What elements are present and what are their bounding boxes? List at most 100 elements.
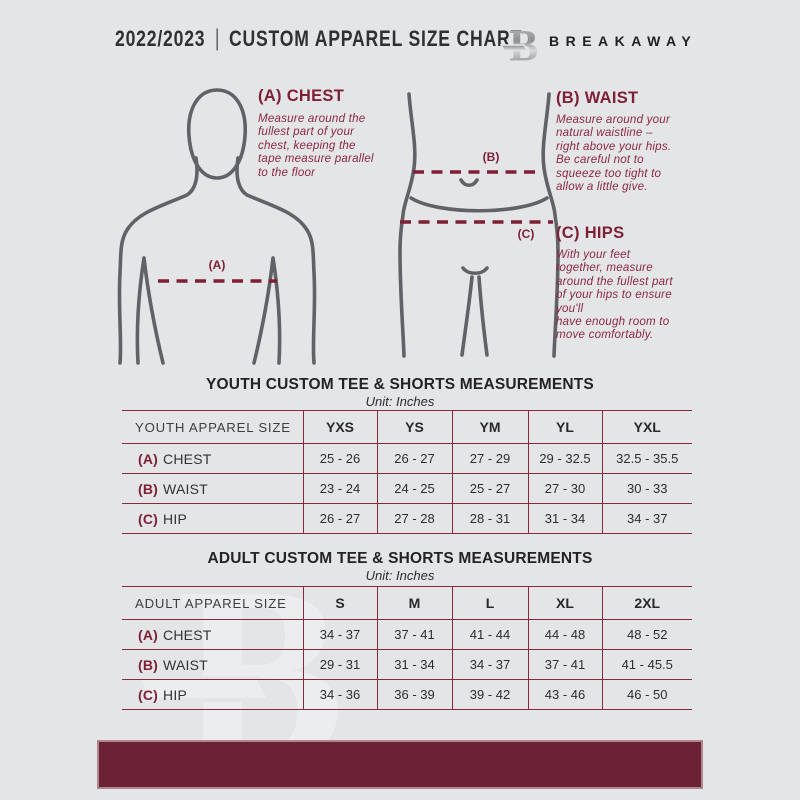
adult-hip-row-label: (C) HIP xyxy=(122,679,303,710)
size-cell: 34 - 37 xyxy=(302,619,377,650)
row-marker: (A) xyxy=(138,450,159,467)
youth-col-yxl: YXL xyxy=(601,410,692,444)
hips-marker-label: (C) xyxy=(517,227,535,241)
size-cell: 26 - 27 xyxy=(376,443,452,474)
size-cell: 34 - 36 xyxy=(302,679,377,710)
figure-head xyxy=(187,88,247,180)
chest-guide-text: Measure around the fullest part of your … xyxy=(258,112,374,179)
figure-left-armpit xyxy=(135,256,165,365)
size-cell: 43 - 46 xyxy=(527,679,602,710)
adult-waist-row-label: (B) WAIST xyxy=(122,649,303,680)
size-cell: 39 - 42 xyxy=(451,679,528,710)
row-label: CHEST xyxy=(163,450,212,467)
waist-guide-text: Measure around your natural waistline – … xyxy=(556,113,672,194)
size-cell: 31 - 34 xyxy=(376,649,452,680)
youth-col-ys: YS xyxy=(376,410,452,444)
size-cell: 34 - 37 xyxy=(451,649,528,680)
row-label: HIP xyxy=(163,686,187,703)
figure-right-armpit xyxy=(252,256,282,365)
row-label: WAIST xyxy=(163,656,208,673)
logo-slash xyxy=(500,44,529,51)
footer-bar xyxy=(97,740,703,789)
header-divider: | xyxy=(215,25,220,52)
figure-waistband xyxy=(409,196,549,213)
size-cell: 34 - 37 xyxy=(601,503,692,534)
row-marker: (C) xyxy=(138,510,159,527)
brand-name: BREAKAWAY xyxy=(549,33,698,49)
row-label: WAIST xyxy=(163,480,208,497)
youth-col-yl: YL xyxy=(527,410,602,444)
size-cell: 32.5 - 35.5 xyxy=(601,443,692,474)
table-row: (B) WAIST 29 - 31 31 - 34 34 - 37 37 - 41… xyxy=(122,649,692,680)
size-cell: 41 - 45.5 xyxy=(601,649,692,680)
youth-size-column-header: YOUTH APPAREL SIZE xyxy=(122,410,303,444)
adult-col-l: L xyxy=(451,586,528,620)
youth-chest-row-label: (A) CHEST xyxy=(122,443,303,474)
adult-col-s: S xyxy=(302,586,377,620)
hips-guide-heading: (C) HIPS xyxy=(556,224,625,242)
size-cell: 46 - 50 xyxy=(601,679,692,710)
size-cell: 29 - 32.5 xyxy=(527,443,602,474)
figure-inner-legs xyxy=(460,275,489,357)
size-cell: 29 - 31 xyxy=(302,649,377,680)
adult-size-table: ADULT APPAREL SIZE S M L XL 2XL (A) CHEST… xyxy=(122,586,692,710)
size-cell: 37 - 41 xyxy=(527,649,602,680)
table-row: (C) HIP 26 - 27 27 - 28 28 - 31 31 - 34 3… xyxy=(122,503,692,534)
chest-figure-illustration xyxy=(117,88,317,365)
figure-right-side xyxy=(541,92,560,358)
figure-right-shoulder-arm xyxy=(235,156,317,365)
adult-header-row: ADULT APPAREL SIZE S M L XL 2XL xyxy=(122,586,692,620)
table-row: (C) HIP 34 - 36 36 - 39 39 - 42 43 - 46 4… xyxy=(122,679,692,710)
size-cell: 23 - 24 xyxy=(302,473,377,504)
youth-col-ym: YM xyxy=(451,410,528,444)
row-label: CHEST xyxy=(163,626,212,643)
size-cell: 30 - 33 xyxy=(601,473,692,504)
hips-guide-text: With your feet together, measure around … xyxy=(556,248,673,342)
youth-header-row: YOUTH APPAREL SIZE YXS YS YM YL YXL xyxy=(122,410,692,444)
size-cell: 25 - 26 xyxy=(302,443,377,474)
row-marker: (B) xyxy=(138,656,159,673)
figure-left-side xyxy=(398,92,417,358)
season-label: 2022/2023 xyxy=(115,26,206,51)
adult-col-xl: XL xyxy=(527,586,602,620)
youth-table-unit: Unit: Inches xyxy=(365,394,435,409)
figure-left-shoulder-arm xyxy=(117,156,199,365)
size-cell: 27 - 30 xyxy=(527,473,602,504)
size-cell: 31 - 34 xyxy=(527,503,602,534)
size-cell: 24 - 25 xyxy=(376,473,452,504)
size-cell: 37 - 41 xyxy=(376,619,452,650)
adult-chest-row-label: (A) CHEST xyxy=(122,619,303,650)
row-label: HIP xyxy=(163,510,187,527)
table-row: (A) CHEST 25 - 26 26 - 27 27 - 29 29 - 32… xyxy=(122,443,692,474)
chest-marker-label: (A) xyxy=(208,258,226,272)
chest-guide-heading: (A) CHEST xyxy=(258,87,345,105)
youth-col-yxs: YXS xyxy=(302,410,377,444)
youth-waist-row-label: (B) WAIST xyxy=(122,473,303,504)
adult-col-2xl: 2XL xyxy=(601,586,692,620)
figure-navel xyxy=(459,178,479,188)
youth-size-table: YOUTH APPAREL SIZE YXS YS YM YL YXL (A) C… xyxy=(122,410,692,534)
youth-hip-row-label: (C) HIP xyxy=(122,503,303,534)
row-marker: (C) xyxy=(138,686,159,703)
size-cell: 26 - 27 xyxy=(302,503,377,534)
adult-table-unit: Unit: Inches xyxy=(365,568,435,583)
size-cell: 25 - 27 xyxy=(451,473,528,504)
adult-col-m: M xyxy=(376,586,452,620)
waist-hips-figure-illustration xyxy=(398,92,560,358)
adult-size-column-header: ADULT APPAREL SIZE xyxy=(122,586,303,620)
size-cell: 28 - 31 xyxy=(451,503,528,534)
size-cell: 44 - 48 xyxy=(527,619,602,650)
size-cell: 36 - 39 xyxy=(376,679,452,710)
logo-letter: B xyxy=(509,21,538,67)
youth-table-title: YOUTH CUSTOM TEE & SHORTS MEASUREMENTS xyxy=(206,376,594,393)
table-row: (A) CHEST 34 - 37 37 - 41 41 - 44 44 - 48… xyxy=(122,619,692,650)
adult-table-title: ADULT CUSTOM TEE & SHORTS MEASUREMENTS xyxy=(207,550,593,567)
row-marker: (B) xyxy=(138,480,159,497)
figure-crotch xyxy=(461,266,489,276)
row-marker: (A) xyxy=(138,626,159,643)
waist-guide-heading: (B) WAIST xyxy=(556,89,639,107)
document-header: 2022/2023 | CUSTOM APPAREL SIZE CHART xyxy=(115,24,522,54)
size-cell: 41 - 44 xyxy=(451,619,528,650)
size-cell: 27 - 29 xyxy=(451,443,528,474)
